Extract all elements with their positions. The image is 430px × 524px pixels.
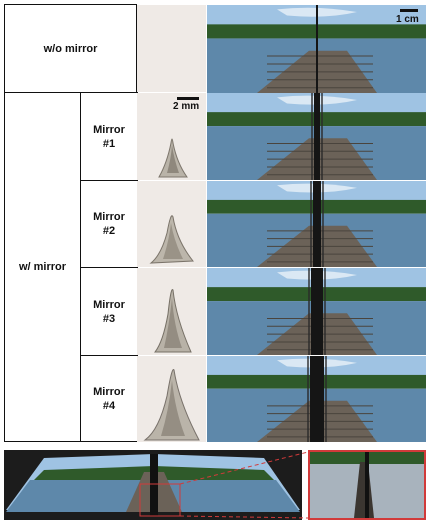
zoom-inset-photo	[308, 450, 426, 520]
zoom-inset-image	[310, 452, 424, 518]
